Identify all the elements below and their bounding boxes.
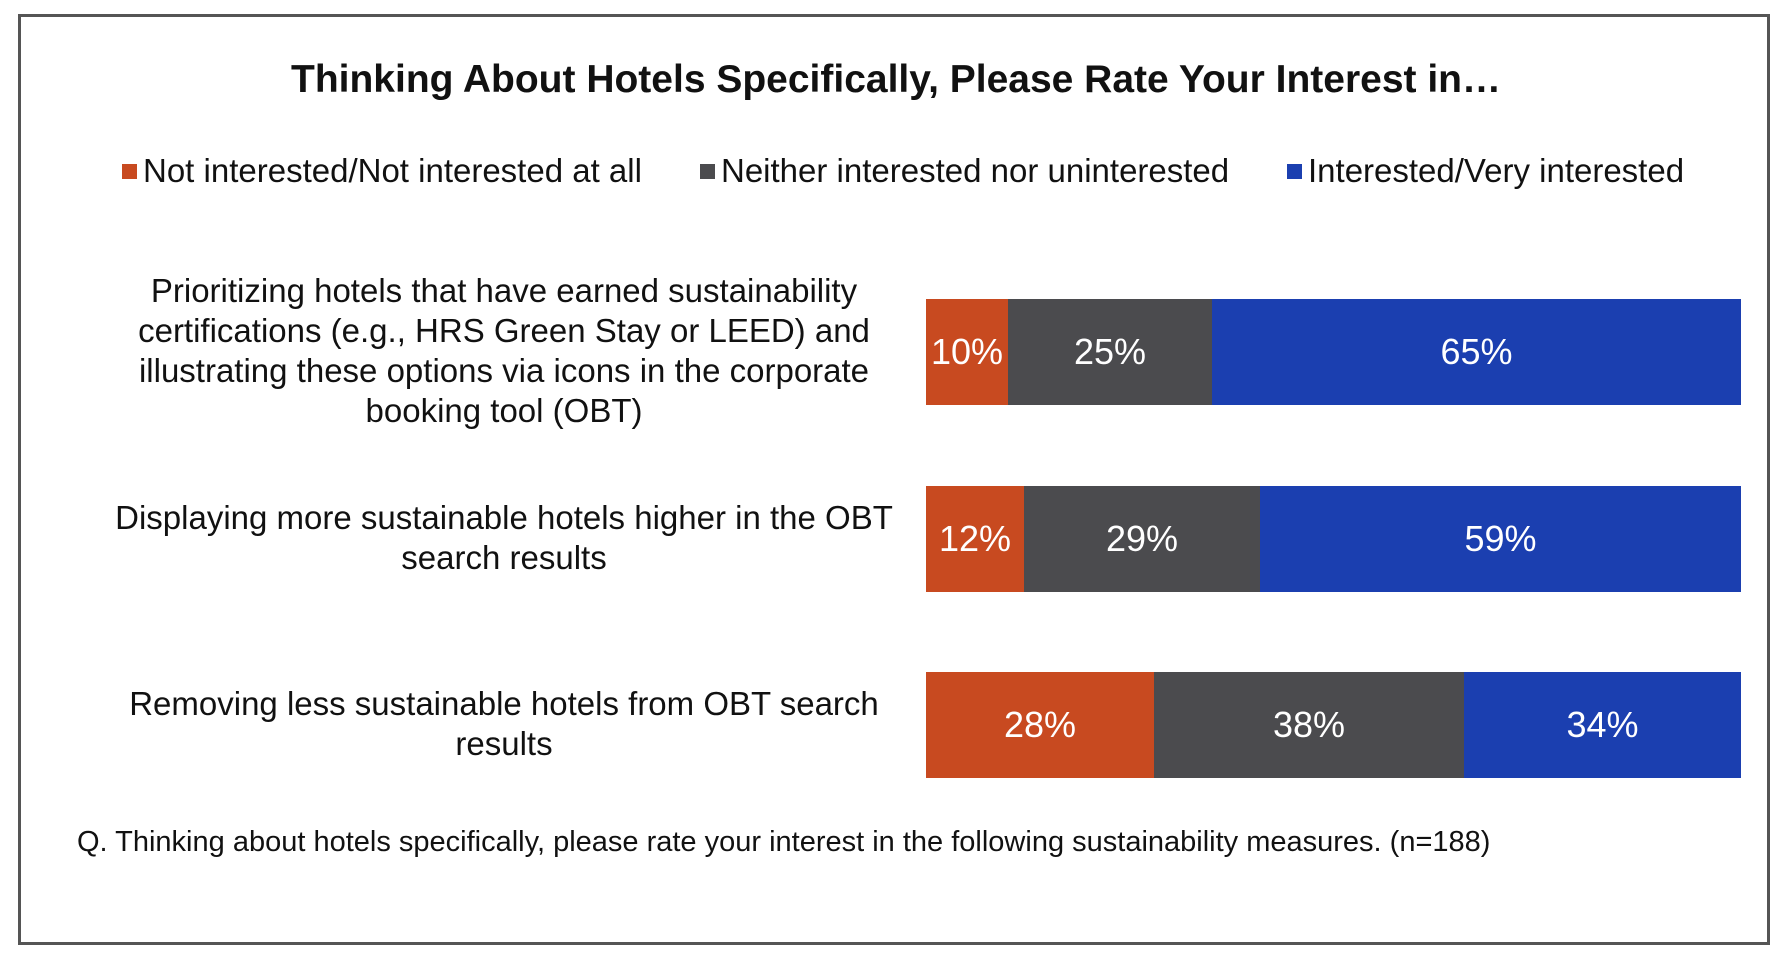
bar-segment-removing-not-interested: 28% bbox=[926, 672, 1154, 778]
data-label-removing-not-interested: 28% bbox=[1003, 704, 1077, 745]
legend-swatch-not-interested bbox=[122, 163, 137, 179]
legend-swatch-interested bbox=[1287, 163, 1302, 179]
legend-item-interested: Interested/Very interested bbox=[1287, 152, 1684, 190]
legend-swatch-neither bbox=[700, 163, 715, 179]
data-label-display-higher-not-interested: 12% bbox=[938, 518, 1012, 559]
bar-row-removing: 28% 38% 34% bbox=[926, 672, 1741, 778]
data-label-display-higher-interested: 59% bbox=[1464, 518, 1537, 559]
data-label-removing-interested: 34% bbox=[1566, 704, 1639, 745]
legend-label-interested: Interested/Very interested bbox=[1308, 152, 1685, 189]
bar-segment-display-higher-interested: 59% bbox=[1260, 486, 1741, 592]
footnote: Q. Thinking about hotels specifically, p… bbox=[77, 826, 1491, 858]
legend-item-neither: Neither interested nor uninterested bbox=[700, 152, 1229, 190]
legend-label-not-interested: Not interested/Not interested at all bbox=[143, 152, 642, 189]
category-label-removing: Removing less sustainable hotels from OB… bbox=[129, 685, 879, 762]
bar-segment-certifications-interested: 65% bbox=[1212, 299, 1741, 405]
bar-row-display-higher: 12% 29% 59% bbox=[926, 486, 1741, 592]
bar-row-certifications: 10% 25% 65% bbox=[926, 299, 1741, 405]
chart-frame bbox=[18, 14, 1770, 945]
data-label-display-higher-neither: 29% bbox=[1105, 518, 1179, 559]
data-label-certifications-not-interested: 10% bbox=[930, 331, 1004, 372]
category-label-display-higher: Displaying more sustainable hotels highe… bbox=[115, 499, 893, 576]
category-label-certifications: Prioritizing hotels that have earned sus… bbox=[138, 272, 870, 429]
bar-segment-removing-neither: 38% bbox=[1154, 672, 1464, 778]
bar-segment-certifications-not-interested: 10% bbox=[926, 299, 1008, 405]
data-label-certifications-neither: 25% bbox=[1073, 331, 1147, 372]
data-label-certifications-interested: 65% bbox=[1440, 331, 1513, 372]
legend-item-not-interested: Not interested/Not interested at all bbox=[122, 152, 642, 190]
chart-title: Thinking About Hotels Specifically, Plea… bbox=[291, 58, 1501, 101]
bar-segment-display-higher-neither: 29% bbox=[1024, 486, 1260, 592]
legend-label-neither: Neither interested nor uninterested bbox=[721, 152, 1230, 189]
bar-segment-display-higher-not-interested: 12% bbox=[926, 486, 1024, 592]
legend: Not interested/Not interested at all Nei… bbox=[0, 152, 1792, 192]
bar-segment-removing-interested: 34% bbox=[1464, 672, 1741, 778]
bar-segment-certifications-neither: 25% bbox=[1008, 299, 1212, 405]
data-label-removing-neither: 38% bbox=[1272, 704, 1346, 745]
